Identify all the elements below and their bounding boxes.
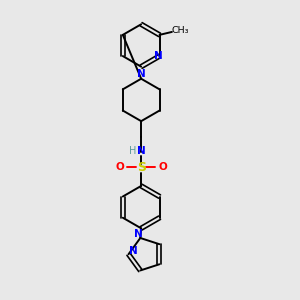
Text: N: N: [134, 229, 143, 239]
Text: N: N: [137, 146, 146, 156]
Text: H: H: [129, 146, 136, 156]
Text: O: O: [159, 162, 167, 172]
Text: S: S: [137, 161, 146, 174]
Text: N: N: [154, 51, 162, 61]
Text: O: O: [115, 162, 124, 172]
Text: CH₃: CH₃: [171, 26, 189, 35]
Text: N: N: [137, 69, 146, 79]
Text: N: N: [129, 246, 138, 256]
